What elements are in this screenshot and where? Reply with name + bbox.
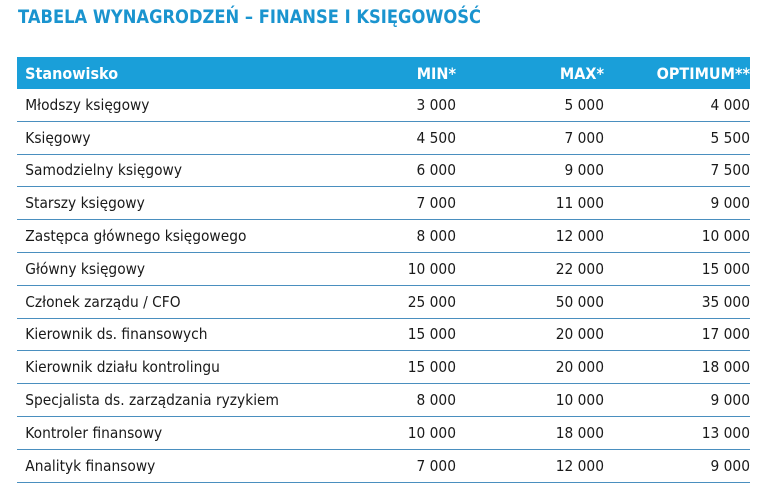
table-row: Analityk finansowy 7 000 12 000 9 000	[17, 450, 750, 483]
page-title: TABELA WYNAGRODZEŃ – FINANSE I KSIĘGOWOŚ…	[18, 6, 482, 28]
column-header-max: MAX*	[559, 63, 604, 83]
cell-position: Zastępca głównego księgowego	[25, 227, 247, 246]
cell-min: 7 000	[416, 194, 456, 213]
cell-max: 50 000	[555, 292, 604, 311]
table-row: Kontroler finansowy 10 000 18 000 13 000	[17, 417, 750, 450]
cell-min: 25 000	[407, 292, 456, 311]
cell-max: 10 000	[555, 391, 604, 410]
cell-position: Księgowy	[25, 128, 91, 147]
cell-max: 20 000	[555, 325, 604, 344]
cell-min: 10 000	[407, 423, 456, 442]
cell-max: 9 000	[564, 161, 604, 180]
table-row: Zastępca głównego księgowego 8 000 12 000 1…	[17, 220, 750, 253]
cell-optimum: 9 000	[710, 456, 750, 475]
table-row: Kierownik działu kontrolingu 15 000 20 000…	[17, 351, 750, 385]
cell-min: 3 000	[416, 95, 456, 114]
table-row: Młodszy księgowy 3 000 5 000 4 000	[17, 89, 750, 122]
cell-min: 4 500	[416, 128, 456, 147]
cell-optimum: 4 000	[710, 95, 750, 114]
cell-position: Analityk finansowy	[25, 456, 156, 475]
cell-optimum: 5 500	[710, 128, 750, 147]
cell-optimum: 10 000	[701, 227, 750, 246]
cell-max: 12 000	[555, 227, 604, 246]
table-row: Specjalista ds. zarządzania ryzykiem 8 00…	[17, 384, 750, 417]
cell-optimum: 35 000	[701, 292, 750, 311]
cell-min: 8 000	[416, 391, 456, 410]
cell-optimum: 13 000	[701, 423, 750, 442]
salary-table: Stanowisko MIN* MAX* OPTIMUM** Młodszy k…	[17, 57, 750, 483]
cell-position: Samodzielny księgowy	[25, 161, 183, 180]
cell-min: 7 000	[416, 456, 456, 475]
cell-position: Kierownik działu kontrolingu	[25, 358, 220, 377]
cell-optimum: 15 000	[701, 259, 750, 278]
table-body: Młodszy księgowy 3 000 5 000 4 000 Księgowy 4…	[17, 89, 750, 483]
cell-min: 8 000	[416, 227, 456, 246]
table-row: Księgowy 4 500 7 000 5 500	[17, 122, 750, 155]
cell-position: Członek zarządu / CFO	[25, 292, 181, 311]
cell-max: 7 000	[564, 128, 604, 147]
table-row: Członek zarządu / CFO 25 000 50 000 35 000	[17, 286, 750, 319]
cell-position: Specjalista ds. zarządzania ryzykiem	[25, 391, 279, 410]
cell-position: Starszy księgowy	[25, 194, 145, 213]
cell-optimum: 17 000	[701, 325, 750, 344]
table-row: Kierownik ds. finansowych 15 000 20 000 17 …	[17, 319, 750, 352]
cell-position: Młodszy księgowy	[25, 95, 150, 114]
cell-max: 11 000	[555, 194, 604, 213]
cell-max: 20 000	[555, 358, 604, 377]
cell-position: Główny księgowy	[25, 259, 146, 278]
cell-max: 18 000	[555, 423, 604, 442]
cell-max: 12 000	[555, 456, 604, 475]
table-row: Starszy księgowy 7 000 11 000 9 000	[17, 187, 750, 221]
cell-position: Kierownik ds. finansowych	[25, 325, 208, 344]
cell-min: 15 000	[407, 325, 456, 344]
cell-position: Kontroler finansowy	[25, 423, 163, 442]
column-header-position: Stanowisko	[25, 63, 119, 83]
table-header: Stanowisko MIN* MAX* OPTIMUM**	[17, 57, 750, 89]
table-row: Główny księgowy 10 000 22 000 15 000	[17, 253, 750, 286]
column-header-optimum: OPTIMUM**	[656, 63, 750, 83]
cell-min: 6 000	[416, 161, 456, 180]
cell-optimum: 18 000	[701, 358, 750, 377]
cell-optimum: 9 000	[710, 194, 750, 213]
cell-optimum: 7 500	[710, 161, 750, 180]
cell-min: 10 000	[407, 259, 456, 278]
cell-min: 15 000	[407, 358, 456, 377]
cell-max: 5 000	[564, 95, 604, 114]
column-header-min: MIN*	[416, 63, 456, 83]
cell-max: 22 000	[555, 259, 604, 278]
table-row: Samodzielny księgowy 6 000 9 000 7 500	[17, 155, 750, 188]
cell-optimum: 9 000	[710, 391, 750, 410]
